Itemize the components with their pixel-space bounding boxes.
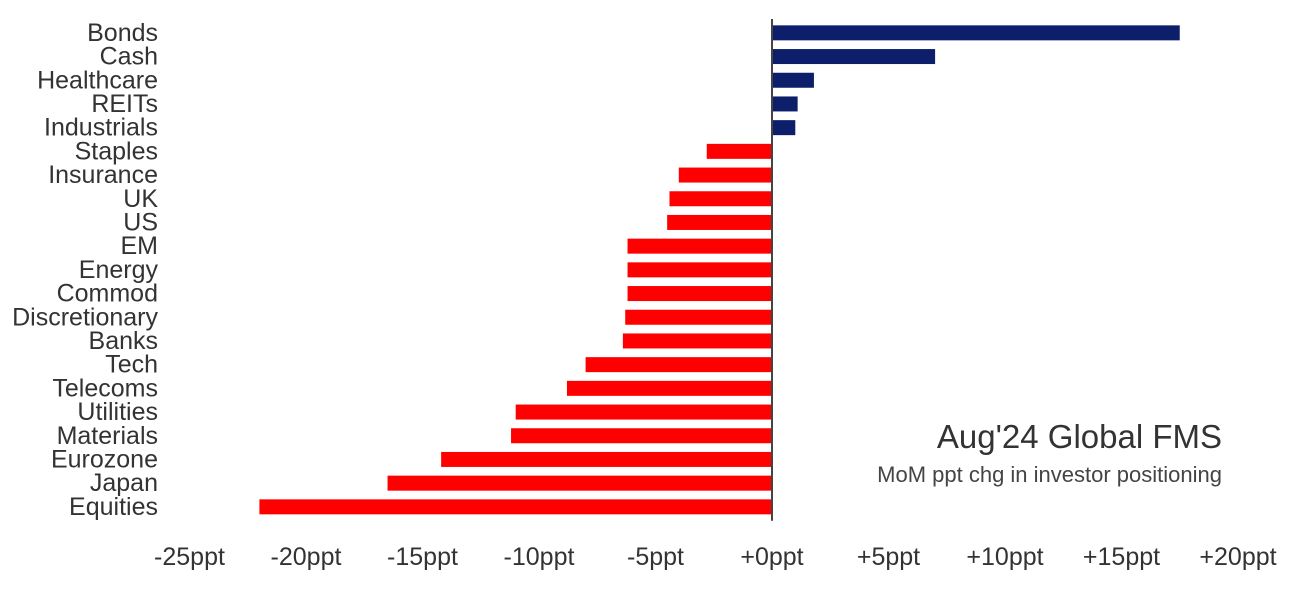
bar-utilities xyxy=(515,404,772,420)
bar-eurozone xyxy=(441,451,772,467)
bar-em xyxy=(627,238,772,254)
bar-us xyxy=(667,214,772,230)
x-tick-label: -20ppt xyxy=(271,543,342,571)
category-label-energy: Energy xyxy=(79,256,159,284)
bar-staples xyxy=(706,143,772,159)
category-label-us: US xyxy=(123,208,158,236)
bar-materials xyxy=(511,428,772,444)
bar-tech xyxy=(585,357,772,373)
bars-group xyxy=(259,25,1180,515)
category-label-industrials: Industrials xyxy=(44,114,158,142)
x-tick-label: +15ppt xyxy=(1083,543,1160,571)
category-label-materials: Materials xyxy=(57,422,158,450)
category-label-staples: Staples xyxy=(75,137,158,165)
category-label-em: EM xyxy=(121,232,159,260)
bar-discretionary xyxy=(625,309,772,325)
category-label-equities: Equities xyxy=(69,493,158,521)
x-tick-label: +20ppt xyxy=(1199,543,1276,571)
category-label-bonds: Bonds xyxy=(87,19,158,47)
category-label-uk: UK xyxy=(123,185,158,213)
bar-bonds xyxy=(772,25,1180,41)
x-axis-tick-labels: -25ppt -20ppt -15ppt -10ppt -5ppt +0ppt +5ppt +… xyxy=(154,543,1277,571)
bar-cash xyxy=(772,49,936,65)
bar-commod xyxy=(627,286,772,302)
bar-banks xyxy=(622,333,772,349)
x-tick-label: -15ppt xyxy=(387,543,458,571)
category-label-cash: Cash xyxy=(100,43,158,71)
x-tick-label: -5ppt xyxy=(627,543,684,571)
category-labels: BondsCashHealthcareREITsIndustrialsStapl… xyxy=(12,19,158,521)
x-tick-label: -10ppt xyxy=(504,543,575,571)
category-label-reits: REITs xyxy=(91,90,158,118)
bar-equities xyxy=(259,499,772,515)
category-label-eurozone: Eurozone xyxy=(51,445,158,473)
bar-energy xyxy=(627,262,772,278)
bar-healthcare xyxy=(772,72,814,88)
category-label-commod: Commod xyxy=(57,280,158,308)
category-label-insurance: Insurance xyxy=(48,161,158,189)
category-label-tech: Tech xyxy=(105,351,158,379)
category-label-utilities: Utilities xyxy=(77,398,158,426)
category-label-banks: Banks xyxy=(89,327,158,355)
x-tick-label: +0ppt xyxy=(740,543,803,571)
chart-title: Aug'24 Global FMS xyxy=(936,418,1222,455)
chart-subtitle: MoM ppt chg in investor positioning xyxy=(877,462,1222,487)
x-tick-label: +10ppt xyxy=(966,543,1043,571)
category-label-discretionary: Discretionary xyxy=(12,303,158,331)
category-label-healthcare: Healthcare xyxy=(37,66,158,94)
bar-japan xyxy=(387,475,772,491)
bar-reits xyxy=(772,96,798,112)
category-label-japan: Japan xyxy=(90,469,158,497)
bar-industrials xyxy=(772,120,796,136)
x-tick-label: -25ppt xyxy=(154,543,225,571)
bar-telecoms xyxy=(566,380,772,396)
bar-insurance xyxy=(678,167,772,183)
category-label-telecoms: Telecoms xyxy=(52,374,158,402)
bar-uk xyxy=(669,191,772,207)
x-tick-label: +5ppt xyxy=(857,543,920,571)
